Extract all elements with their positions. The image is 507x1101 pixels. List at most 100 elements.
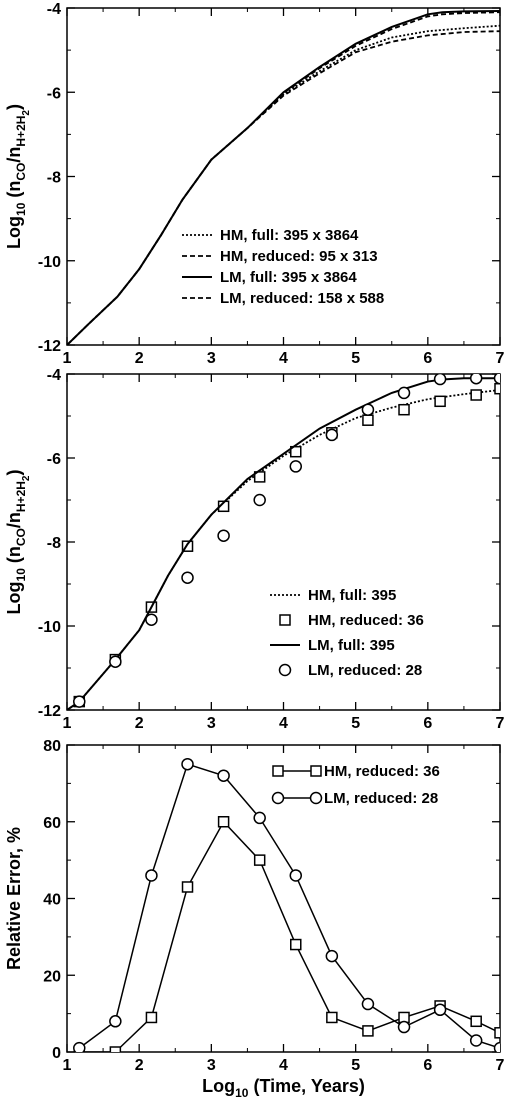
legend-label: LM, full: 395 <box>308 637 395 654</box>
y-tick-label: -6 <box>47 85 61 102</box>
data-point <box>494 382 500 395</box>
x-tick-label: 5 <box>351 1057 360 1074</box>
data-point <box>433 374 447 386</box>
legend-label: LM, full: 395 x 3864 <box>220 269 357 286</box>
data-point <box>470 1015 482 1028</box>
data-point <box>145 613 158 626</box>
legend-label: HM, full: 395 <box>308 587 396 604</box>
legend-marker <box>278 663 292 677</box>
series-line <box>67 9 500 345</box>
legend-marker <box>279 614 291 626</box>
data-point <box>109 1046 122 1052</box>
legend-marker <box>272 765 284 777</box>
data-point <box>289 869 303 882</box>
series-3 <box>67 9 500 345</box>
data-point <box>217 529 230 542</box>
data-point <box>397 386 411 400</box>
y-tick-label: -4 <box>47 1 61 18</box>
y-tick-label: -10 <box>38 619 61 636</box>
data-point <box>145 1011 158 1024</box>
x-tick-label: 6 <box>423 715 432 732</box>
data-point <box>470 389 482 401</box>
series-line <box>67 11 500 345</box>
y-tick-label: -6 <box>47 451 61 468</box>
series-3 <box>67 377 500 710</box>
legend-label: HM, full: 395 x 3864 <box>220 227 359 244</box>
legend-label: LM, reduced: 158 x 588 <box>220 290 384 307</box>
legend-label: LM, reduced: 28 <box>324 790 438 807</box>
legend-label: HM, reduced: 36 <box>308 612 424 629</box>
x-axis-label: Log10 (Time, Years) <box>202 1076 365 1100</box>
x-tick-label: 7 <box>496 350 505 367</box>
data-point <box>109 655 122 668</box>
series-2 <box>73 382 500 708</box>
x-tick-label: 2 <box>135 715 144 732</box>
y-tick-label: 60 <box>43 815 61 832</box>
data-point <box>494 1027 500 1039</box>
data-point <box>326 1011 338 1024</box>
data-point <box>361 403 375 416</box>
y-tick-label: 80 <box>43 738 61 755</box>
legend-label: LM, reduced: 28 <box>308 662 422 679</box>
y-axis-label: Relative Error, % <box>4 827 24 970</box>
data-point <box>109 1015 122 1028</box>
y-tick-label: -8 <box>47 170 61 187</box>
data-point <box>289 460 303 473</box>
y-tick-label: -12 <box>38 703 61 720</box>
y-tick-label: -12 <box>38 338 61 355</box>
y-tick-label: 40 <box>43 892 61 909</box>
data-point <box>217 816 230 828</box>
data-point <box>469 1034 483 1047</box>
x-tick-label: 2 <box>135 1057 144 1074</box>
data-point <box>181 881 194 893</box>
legend-marker <box>309 791 323 805</box>
legend-label: HM, reduced: 95 x 313 <box>220 248 378 265</box>
data-point <box>433 1003 447 1017</box>
x-tick-label: 7 <box>496 715 505 732</box>
data-point <box>145 869 158 882</box>
x-tick-label: 4 <box>279 350 288 367</box>
series-1 <box>67 389 500 710</box>
data-point <box>253 811 266 825</box>
x-tick-label: 4 <box>279 1057 288 1074</box>
data-point <box>73 1041 86 1052</box>
legend: HM, full: 395 HM, reduced: 36 LM, full: 39… <box>270 587 424 679</box>
x-tick-label: 2 <box>135 350 144 367</box>
series-4 <box>67 11 500 345</box>
x-tick-label: 7 <box>496 1057 505 1074</box>
series-1 <box>73 816 500 1052</box>
legend-marker <box>271 791 285 805</box>
data-point <box>469 374 483 385</box>
chart-panel-3: 1 2 3 4 5 6 7 0 20 40 60 80 Relative Error, % Log10 (… <box>4 738 505 1100</box>
data-point <box>253 471 266 483</box>
x-tick-label: 5 <box>351 350 360 367</box>
data-point <box>181 757 194 771</box>
series-line <box>79 820 500 1052</box>
chart-panel-2: 1 2 3 4 5 6 7 -12 -10 -8 -6 -4 Log10 (nCO/nH+2H2) HM,… <box>4 367 505 732</box>
x-tick-label: 1 <box>63 350 72 367</box>
x-tick-label: 6 <box>423 350 432 367</box>
data-point <box>325 428 339 442</box>
data-point <box>362 414 374 426</box>
data-point <box>73 695 86 708</box>
legend: HM, full: 395 x 3864 HM, reduced: 95 x 31… <box>182 227 384 307</box>
data-point <box>253 854 266 866</box>
data-point <box>217 769 230 782</box>
chart-panel-1: 1 2 3 4 5 6 7 -12 -10 -8 -6 -4 Log10 (nCO/nH+2H2) HM,… <box>4 1 505 367</box>
x-tick-label: 6 <box>423 1057 432 1074</box>
data-point <box>325 949 339 963</box>
y-tick-label: -10 <box>38 254 61 271</box>
data-point <box>493 374 500 385</box>
data-point <box>253 493 266 507</box>
series-line <box>67 389 500 710</box>
y-tick-label: -8 <box>47 535 61 552</box>
data-point <box>181 571 194 584</box>
data-point <box>361 997 375 1011</box>
plot-frame <box>66 373 501 711</box>
data-point <box>493 1041 500 1052</box>
x-tick-label: 5 <box>351 715 360 732</box>
series-4 <box>73 374 500 708</box>
x-tick-label: 3 <box>207 350 216 367</box>
data-point <box>181 540 194 552</box>
